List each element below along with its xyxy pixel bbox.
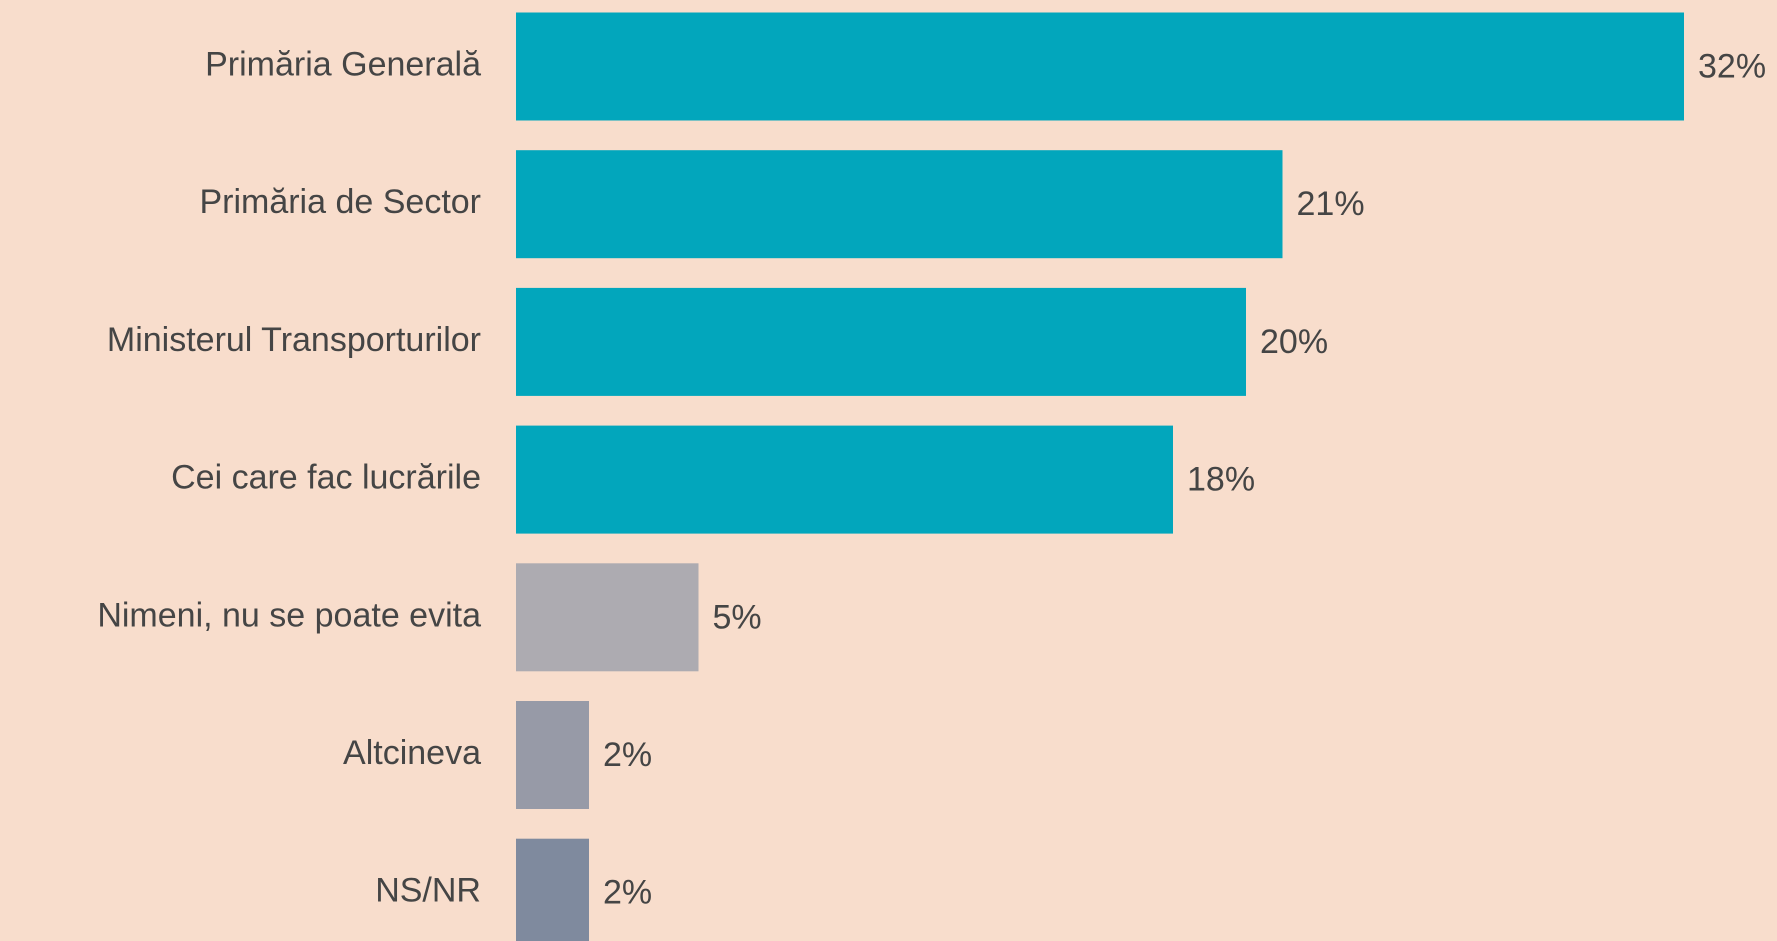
category-label: Cei care fac lucrările [171, 459, 481, 497]
value-label: 21% [1297, 185, 1365, 223]
value-label: 5% [713, 598, 762, 636]
bar [516, 12, 1684, 121]
bar [516, 287, 1246, 396]
bar [516, 838, 589, 941]
category-label: Primăria de Sector [199, 183, 481, 221]
category-label: Altcineva [343, 734, 481, 772]
bar [516, 150, 1283, 259]
value-label: 2% [603, 874, 652, 912]
value-label: 20% [1260, 323, 1328, 361]
category-label: Primăria Generală [205, 45, 481, 83]
value-label: 32% [1698, 47, 1766, 85]
category-label: Ministerul Transporturilor [107, 321, 481, 359]
bar [516, 563, 699, 672]
category-label: Nimeni, nu se poate evita [97, 596, 481, 634]
bar [516, 425, 1173, 534]
bar [516, 701, 589, 809]
value-label: 2% [603, 736, 652, 774]
category-label: NS/NR [375, 872, 481, 910]
value-label: 18% [1187, 461, 1255, 499]
